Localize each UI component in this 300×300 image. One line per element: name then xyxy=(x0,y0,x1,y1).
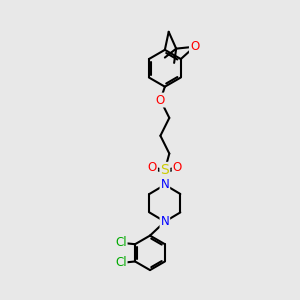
Text: O: O xyxy=(173,161,182,174)
Text: O: O xyxy=(148,161,157,174)
Text: N: N xyxy=(160,178,169,191)
Text: Cl: Cl xyxy=(115,236,127,249)
Text: O: O xyxy=(156,94,165,106)
Text: Cl: Cl xyxy=(115,256,127,269)
Text: N: N xyxy=(160,215,169,228)
Text: S: S xyxy=(160,163,169,177)
Text: O: O xyxy=(190,40,199,53)
